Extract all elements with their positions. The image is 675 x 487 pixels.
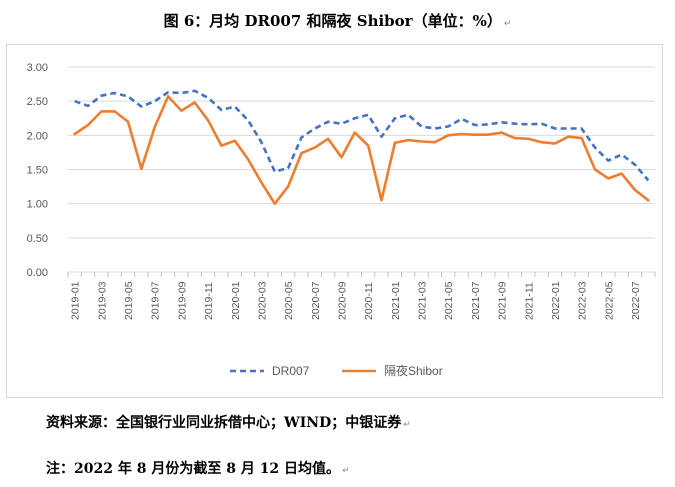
legend-label: DR007 — [272, 364, 310, 378]
x-tick-label: 2020-01 — [230, 281, 242, 320]
x-tick-label: 2021-01 — [390, 281, 402, 320]
chart-frame — [6, 44, 663, 398]
x-tick-label: 2019-01 — [70, 281, 82, 320]
x-tick-label: 2021-07 — [470, 281, 482, 320]
x-tick-label: 2021-09 — [497, 281, 509, 320]
line-chart: 0.00 0.50 1.00 1.50 2.00 2.50 3.00 2019-01 2019-… — [27, 62, 656, 378]
remark-note: 注：2022 年 8 月份为截至 8 月 12 日均值。 ↵ — [46, 458, 350, 478]
x-tick-label: 2022-05 — [603, 281, 615, 320]
x-tick-label: 2019-07 — [150, 281, 162, 320]
y-tick-label: 2.50 — [27, 96, 48, 108]
figure-title-text: 图 6：月均 DR007 和隔夜 Shibor（单位：%） — [163, 12, 502, 30]
x-tick-label: 2021-11 — [523, 282, 535, 320]
x-tick-label: 2019-05 — [123, 281, 135, 320]
y-tick-label: 1.50 — [27, 165, 48, 177]
x-tick-label: 2021-05 — [443, 281, 455, 320]
paragraph-mark-icon: ↵ — [342, 466, 350, 476]
paragraph-mark-icon: ↵ — [403, 420, 411, 430]
x-tick-label: 2020-07 — [310, 281, 322, 320]
y-tick-label: 0.00 — [27, 267, 48, 279]
x-tick-label: 2019-09 — [176, 281, 188, 320]
x-tick-label: 2022-01 — [550, 281, 562, 320]
y-tick-label: 1.00 — [27, 199, 48, 211]
series-line-shibor — [73, 95, 650, 205]
x-tick-label: 2019-03 — [96, 281, 108, 320]
x-tick-label: 2020-03 — [256, 281, 268, 320]
figure-title: 图 6：月均 DR007 和隔夜 Shibor（单位：%） ↵ — [0, 10, 675, 31]
source-note: 资料来源：全国银行业同业拆借中心；WIND；中银证券 ↵ — [46, 412, 411, 432]
paragraph-mark-icon: ↵ — [503, 19, 512, 29]
x-tick-label: 2020-09 — [336, 281, 348, 320]
x-tick-label: 2022-03 — [577, 281, 589, 320]
source-note-text: 资料来源：全国银行业同业拆借中心；WIND；中银证券 — [46, 415, 402, 431]
y-tick-label: 3.00 — [27, 62, 48, 74]
y-tick-label: 0.50 — [27, 233, 48, 245]
x-tick-label: 2022-07 — [630, 281, 642, 320]
x-tick-label: 2019-11 — [203, 282, 215, 320]
remark-note-text: 注：2022 年 8 月份为截至 8 月 12 日均值。 — [46, 461, 341, 477]
series-line-dr007 — [74, 89, 650, 182]
x-tick-label: 2020-05 — [283, 281, 295, 320]
x-tick-label: 2020-11 — [363, 282, 375, 320]
y-tick-label: 2.00 — [27, 130, 48, 142]
legend-label: 隔夜Shibor — [384, 363, 443, 378]
x-tick-label: 2021-03 — [417, 281, 429, 320]
